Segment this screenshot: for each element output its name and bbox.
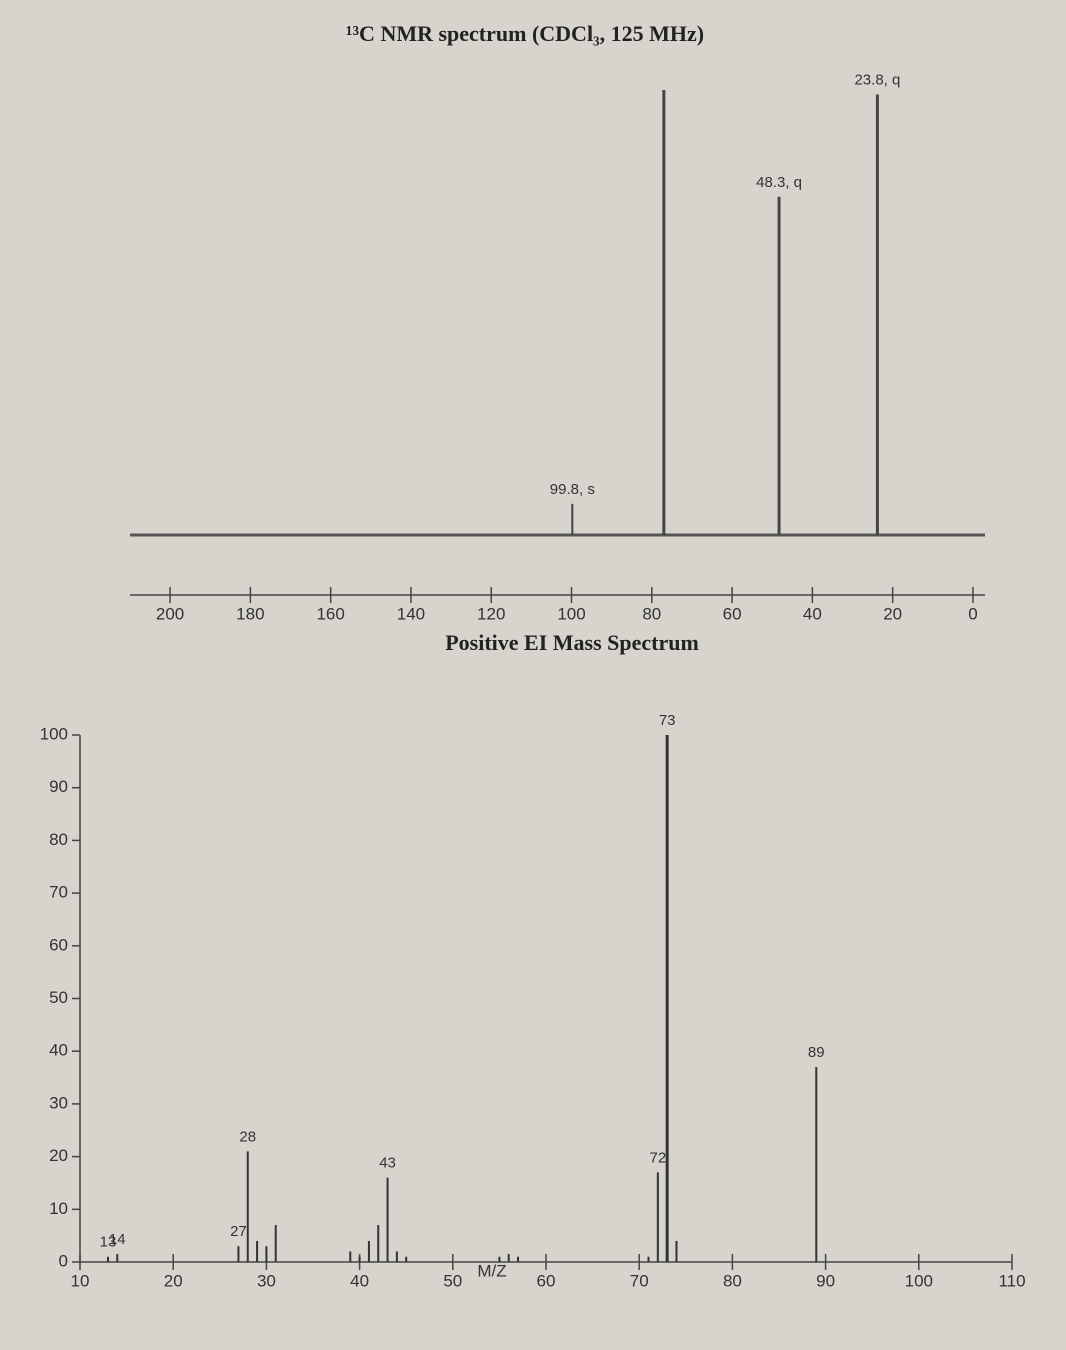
y-tick-label: 50 (49, 988, 68, 1007)
peak-label: 73 (659, 712, 676, 729)
y-tick-label: 90 (49, 777, 68, 796)
y-tick-label: 20 (49, 1146, 68, 1165)
y-tick-label: 40 (49, 1041, 68, 1060)
x-tick-label: 60 (723, 604, 742, 623)
x-tick-label: 90 (816, 1271, 835, 1290)
x-tick-label: 100 (905, 1271, 933, 1290)
x-tick-label: 140 (397, 604, 425, 623)
x-tick-label: 60 (537, 1271, 556, 1290)
x-tick-label: 80 (642, 604, 661, 623)
x-tick-label: 120 (477, 604, 505, 623)
y-tick-label: 30 (49, 1093, 68, 1112)
x-tick-label: 50 (443, 1271, 462, 1290)
x-tick-label: 0 (968, 604, 977, 623)
x-tick-label: 40 (803, 604, 822, 623)
x-tick-label: 30 (257, 1271, 276, 1290)
peak-label: 27 (230, 1223, 247, 1240)
peak-label: 13 (100, 1234, 117, 1251)
ms-title: Positive EI Mass Spectrum (445, 630, 699, 655)
x-tick-label: 80 (723, 1271, 742, 1290)
x-tick-label: 70 (630, 1271, 649, 1290)
y-tick-label: 80 (49, 830, 68, 849)
peak-label: 48.3, q (756, 174, 802, 191)
x-tick-label: 20 (883, 604, 902, 623)
x-tick-label: 20 (164, 1271, 183, 1290)
peak-label: 14 (109, 1231, 126, 1248)
y-tick-label: 0 (59, 1251, 68, 1270)
y-tick-label: 70 (49, 883, 68, 902)
x-tick-label: 180 (236, 604, 264, 623)
y-tick-label: 100 (40, 724, 68, 743)
peak-label: 28 (239, 1128, 256, 1145)
x-tick-label: 200 (156, 604, 184, 623)
y-tick-label: 60 (49, 935, 68, 954)
nmr-title: ¹³C NMR spectrum (CDCl₃, 125 MHz) (346, 21, 704, 46)
peak-label: 23.8, q (854, 71, 900, 88)
x-tick-label: 110 (998, 1271, 1025, 1290)
peak-label: 89 (808, 1044, 825, 1061)
x-axis-label: M/Z (477, 1261, 506, 1280)
x-tick-label: 40 (350, 1271, 369, 1290)
peak-label: 72 (649, 1149, 666, 1166)
x-tick-label: 160 (316, 604, 344, 623)
x-tick-label: 10 (71, 1271, 90, 1290)
x-tick-label: 100 (557, 604, 585, 623)
y-tick-label: 10 (49, 1199, 68, 1218)
peak-label: 99.8, s (550, 481, 595, 498)
peak-label: 43 (379, 1155, 396, 1172)
